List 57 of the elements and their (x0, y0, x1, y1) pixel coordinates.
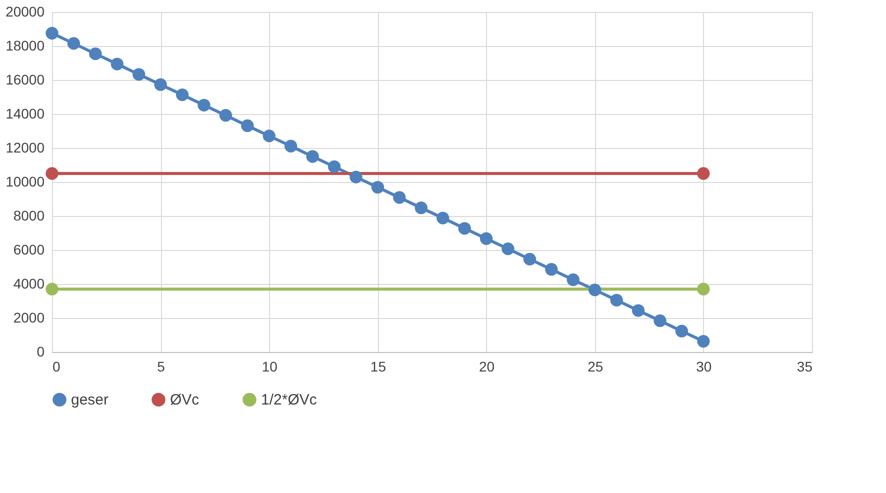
point (154, 78, 167, 91)
point (67, 37, 80, 50)
point (393, 191, 406, 204)
point (219, 109, 232, 122)
point (610, 294, 623, 306)
point (198, 98, 210, 112)
point (110, 58, 124, 70)
y-tick-label: 4000 (13, 276, 45, 292)
y-tick-label: 20000 (6, 4, 45, 20)
legend-label: ØVc (170, 392, 200, 409)
x-tick-label: 25 (588, 358, 604, 374)
point (414, 202, 428, 214)
y-tick-label: 8000 (13, 208, 45, 224)
point (371, 180, 384, 194)
y-tick-label: 0 (36, 344, 45, 360)
point (675, 324, 688, 338)
point (458, 222, 471, 235)
point (46, 282, 58, 296)
point (350, 170, 362, 184)
point (241, 119, 254, 132)
y-tick-label: 12000 (6, 140, 45, 156)
y-tick-label: 10000 (6, 174, 45, 190)
point (176, 88, 189, 102)
y-tick-label: 14000 (6, 106, 45, 122)
y-tick-label: 6000 (13, 242, 45, 258)
x-tick-label: 30 (696, 358, 712, 374)
point (566, 273, 580, 286)
y-tick-label: 16000 (6, 72, 45, 88)
point (46, 26, 58, 40)
point (132, 68, 146, 81)
x-tick-label: 5 (157, 358, 166, 374)
point (654, 314, 666, 328)
point (502, 242, 514, 256)
x-tick-label: 20 (478, 358, 495, 374)
point (697, 334, 710, 348)
x-tick-label: 15 (370, 358, 386, 374)
y-tick-label: 2000 (13, 310, 45, 326)
point (306, 150, 319, 163)
x-tick-label: 35 (796, 358, 813, 374)
point (284, 140, 298, 152)
point (89, 48, 102, 60)
x-tick-label: 10 (262, 358, 278, 374)
point (46, 167, 58, 180)
point (328, 160, 341, 174)
point (523, 252, 536, 266)
legend-label: geser (71, 392, 109, 409)
point (545, 263, 558, 276)
legend-label: 1/2*ØVc (261, 392, 318, 409)
point (588, 284, 602, 296)
point (262, 130, 276, 142)
y-tick-label: 18000 (6, 38, 45, 54)
point (480, 232, 493, 245)
x-tick-label: 0 (52, 358, 60, 374)
point (697, 282, 710, 296)
point (632, 304, 645, 317)
point (436, 212, 450, 224)
point (697, 167, 710, 180)
